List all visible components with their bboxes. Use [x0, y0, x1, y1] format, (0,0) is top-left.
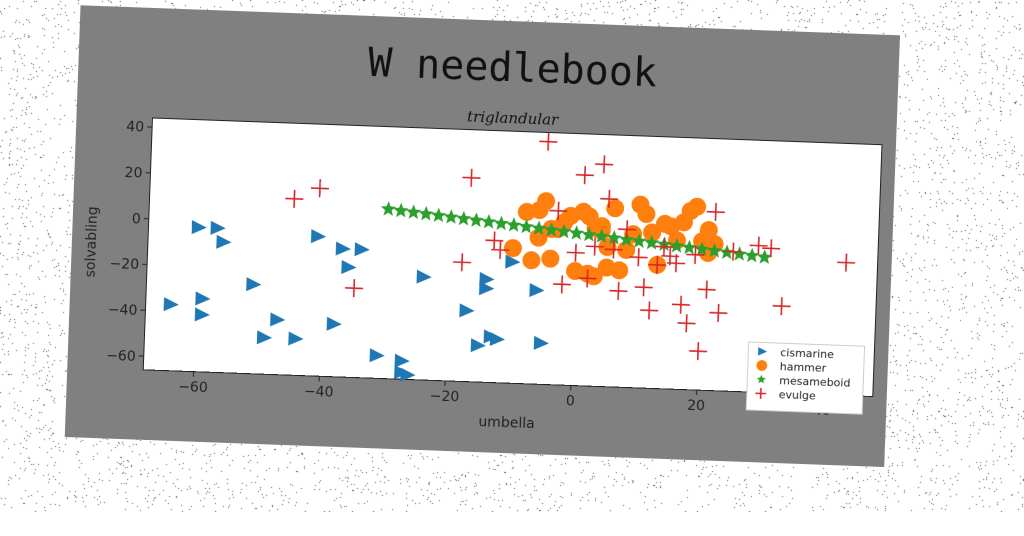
x-tick-label: 0: [566, 393, 576, 409]
legend-label: evulge: [779, 388, 817, 402]
x-tick-label: −40: [304, 384, 334, 401]
legend-label: cismarine: [780, 346, 834, 361]
x-tick-label: −60: [178, 379, 208, 396]
x-tick-label: 20: [687, 398, 705, 415]
chart-subtitle: triglandular: [467, 108, 560, 129]
legend-label: mesameboid: [779, 374, 851, 390]
y-axis-label: solvabling: [83, 206, 102, 278]
y-tick-label: −20: [109, 256, 139, 273]
y-tick-label: 20: [124, 165, 142, 182]
y-tick-label: 0: [132, 211, 142, 227]
x-tick-label: −20: [429, 388, 459, 405]
legend-label: hammer: [780, 360, 827, 375]
x-axis-label: umbella: [478, 414, 535, 432]
stage: W needlebook triglandular −60−40−2002040…: [0, 0, 1024, 512]
y-tick-label: −40: [108, 302, 138, 319]
y-tick-label: 40: [126, 119, 144, 136]
y-tick-label: −60: [106, 348, 136, 365]
